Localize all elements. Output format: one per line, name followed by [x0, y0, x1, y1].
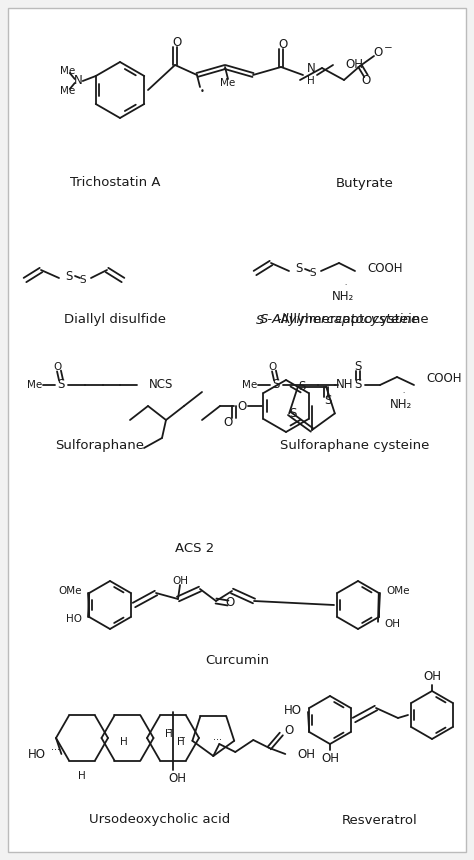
Text: O: O [237, 400, 246, 413]
Text: -Allylmercaptocysteine: -Allylmercaptocysteine [276, 314, 428, 327]
Text: S-Allylmercaptocysteine: S-Allylmercaptocysteine [260, 314, 420, 327]
Text: O: O [173, 36, 182, 50]
Text: Me: Me [60, 66, 75, 76]
Text: O: O [54, 362, 62, 372]
Text: OH: OH [168, 771, 186, 784]
Text: Sulforaphane: Sulforaphane [55, 439, 145, 452]
Text: HO: HO [284, 703, 302, 716]
Text: COOH: COOH [367, 262, 402, 275]
Text: NH₂: NH₂ [390, 398, 412, 411]
Text: •: • [200, 87, 204, 95]
Text: S: S [310, 268, 316, 278]
Text: Resveratrol: Resveratrol [342, 814, 418, 826]
Text: O: O [361, 73, 371, 87]
Text: O: O [223, 415, 233, 428]
Text: ···: ··· [51, 745, 60, 755]
Text: ·: · [402, 390, 404, 396]
Text: OH: OH [172, 576, 188, 586]
Text: S: S [290, 407, 297, 420]
Text: Ursodeoxycholic acid: Ursodeoxycholic acid [90, 814, 231, 826]
Text: H̅: H̅ [165, 729, 173, 739]
Text: S: S [80, 275, 86, 285]
Text: OH: OH [321, 752, 339, 765]
Text: Me: Me [220, 78, 236, 88]
Text: NH: NH [336, 378, 354, 391]
Text: ···: ··· [213, 735, 222, 745]
Text: S: S [256, 314, 264, 327]
Text: Me: Me [60, 86, 75, 96]
Text: N: N [73, 75, 82, 88]
Text: H: H [119, 737, 128, 747]
Text: S: S [65, 269, 73, 282]
Text: NH₂: NH₂ [332, 291, 354, 304]
Text: S: S [57, 378, 64, 391]
Text: S: S [354, 378, 362, 391]
Text: O: O [374, 46, 383, 58]
Text: H̅: H̅ [177, 737, 185, 747]
Text: ·: · [344, 282, 346, 288]
Text: S: S [324, 394, 332, 407]
Text: O: O [285, 723, 294, 736]
Text: N: N [307, 63, 315, 76]
Text: NCS: NCS [149, 378, 173, 391]
Text: Curcumin: Curcumin [205, 654, 269, 666]
Text: O: O [269, 362, 277, 372]
Text: H: H [78, 771, 86, 781]
Text: HO: HO [66, 614, 82, 624]
Text: OMe: OMe [58, 586, 82, 596]
Text: Me: Me [27, 380, 43, 390]
Text: OH: OH [297, 747, 315, 760]
Text: O: O [278, 39, 288, 52]
Text: O: O [225, 597, 235, 610]
Text: OH: OH [384, 619, 400, 630]
Text: S: S [298, 380, 306, 393]
Text: Trichostatin A: Trichostatin A [70, 176, 160, 189]
Text: COOH: COOH [426, 372, 462, 385]
Text: S: S [354, 360, 362, 373]
Text: HO: HO [27, 747, 46, 760]
Text: Me: Me [242, 380, 258, 390]
Text: H: H [307, 76, 315, 86]
Text: Diallyl disulfide: Diallyl disulfide [64, 314, 166, 327]
Text: Butyrate: Butyrate [336, 176, 394, 189]
Text: Sulforaphane cysteine: Sulforaphane cysteine [280, 439, 430, 452]
Text: −: − [383, 43, 392, 53]
Text: S: S [272, 378, 280, 391]
Text: OH: OH [345, 58, 363, 71]
Text: OMe: OMe [386, 586, 410, 596]
Text: S: S [295, 262, 303, 275]
Text: ACS 2: ACS 2 [175, 542, 215, 555]
Text: OH: OH [423, 671, 441, 684]
